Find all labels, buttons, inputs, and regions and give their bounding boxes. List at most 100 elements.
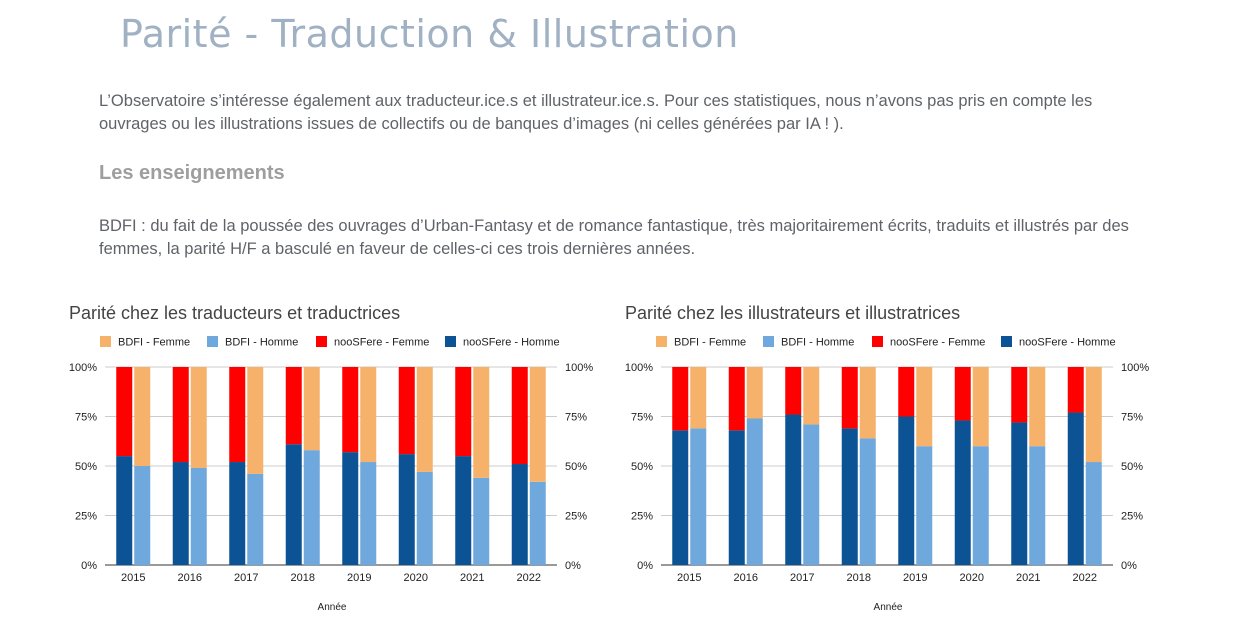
y-tick-label-right: 25% xyxy=(1121,511,1143,523)
legend-label: nooSFere - Homme xyxy=(463,337,560,349)
x-tick-label: 2021 xyxy=(460,572,484,584)
x-tick-label: 2022 xyxy=(1073,572,1097,584)
x-tick-label: 2015 xyxy=(121,572,145,584)
legend-swatch xyxy=(207,336,218,347)
illustrators-chart-svg: Parité chez les illustrateurs et illustr… xyxy=(625,303,1149,613)
y-tick-label-right: 50% xyxy=(1121,461,1143,473)
y-tick-label-left: 25% xyxy=(631,511,653,523)
bar-segment xyxy=(916,446,933,565)
x-tick-label: 2017 xyxy=(790,572,814,584)
y-tick-label-left: 25% xyxy=(75,511,97,523)
bar-segment xyxy=(247,367,264,474)
y-tick-label-left: 75% xyxy=(631,412,653,424)
bar-segment xyxy=(785,367,802,415)
bar-segment xyxy=(972,446,989,565)
bar-segment xyxy=(916,367,933,447)
bar-segment xyxy=(398,367,415,455)
bar-segment xyxy=(803,424,820,565)
bar-segment xyxy=(672,367,689,431)
x-tick-label: 2017 xyxy=(234,572,258,584)
lesson-paragraph: BDFI : du fait de la poussée des ouvrage… xyxy=(99,217,1129,258)
bar-segment xyxy=(285,367,302,445)
bar-segment xyxy=(473,477,490,565)
bar-segment xyxy=(1011,367,1028,423)
y-tick-label-left: 0% xyxy=(637,560,653,572)
bar-segment xyxy=(529,481,546,565)
bar-segment xyxy=(1067,367,1084,413)
bar-segment xyxy=(172,462,189,565)
x-tick-label: 2016 xyxy=(734,572,758,584)
bar-segment xyxy=(229,462,246,565)
y-tick-label-left: 50% xyxy=(631,461,653,473)
legend-swatch xyxy=(316,336,327,347)
legend-swatch xyxy=(445,336,456,347)
y-tick-label-right: 100% xyxy=(1121,362,1149,374)
x-tick-label: 2019 xyxy=(347,572,371,584)
bar-segment xyxy=(1029,446,1046,565)
x-tick-label: 2019 xyxy=(903,572,927,584)
legend-swatch xyxy=(656,336,667,347)
y-tick-label-right: 0% xyxy=(1121,560,1137,572)
x-tick-label: 2018 xyxy=(291,572,315,584)
section-heading: Les enseignements xyxy=(99,162,285,184)
illustrators-chart: Parité chez les illustrateurs et illustr… xyxy=(618,300,1178,619)
x-tick-label: 2022 xyxy=(517,572,541,584)
bar-segment xyxy=(672,430,689,565)
bar-segment xyxy=(285,444,302,565)
page-title: Parité - Traduction & Illustration xyxy=(120,12,739,56)
bar-segment xyxy=(172,367,189,463)
translators-chart: Parité chez les traducteurs et traductri… xyxy=(62,300,622,619)
bar-segment xyxy=(859,367,876,439)
translators-chart-svg: Parité chez les traducteurs et traductri… xyxy=(69,303,593,613)
x-tick-label: 2020 xyxy=(404,572,428,584)
y-tick-label-right: 100% xyxy=(565,362,593,374)
legend-label: nooSFere - Femme xyxy=(890,337,985,349)
legend-label: BDFI - Femme xyxy=(674,337,746,349)
bar-segment xyxy=(247,473,264,565)
bar-segment xyxy=(1067,412,1084,565)
bar-segment xyxy=(134,367,151,466)
y-tick-label-right: 75% xyxy=(1121,412,1143,424)
bar-segment xyxy=(972,367,989,447)
bar-segment xyxy=(416,471,433,565)
bar-segment xyxy=(1029,367,1046,447)
y-tick-label-left: 50% xyxy=(75,461,97,473)
y-tick-label-right: 75% xyxy=(565,412,587,424)
bar-segment xyxy=(190,367,207,468)
bar-segment xyxy=(229,367,246,463)
bar-segment xyxy=(728,367,745,431)
legend-swatch xyxy=(100,336,111,347)
bar-segment xyxy=(342,367,359,453)
y-tick-label-left: 100% xyxy=(69,362,97,374)
bar-segment xyxy=(190,467,207,565)
bar-segment xyxy=(134,466,151,565)
x-tick-label: 2018 xyxy=(847,572,871,584)
y-tick-label-left: 0% xyxy=(81,560,97,572)
bar-segment xyxy=(511,464,528,565)
bar-segment xyxy=(455,367,472,457)
chart-title: Parité chez les traducteurs et traductri… xyxy=(69,303,400,323)
bar-segment xyxy=(746,418,763,565)
bar-segment xyxy=(803,367,820,425)
bar-segment xyxy=(511,367,528,465)
bar-segment xyxy=(954,420,971,565)
bar-segment xyxy=(690,428,707,565)
bar-segment xyxy=(841,428,858,565)
x-axis-label: Année xyxy=(318,602,347,613)
bar-segment xyxy=(360,462,377,565)
bar-segment xyxy=(859,438,876,565)
bar-segment xyxy=(898,416,915,565)
x-tick-label: 2015 xyxy=(677,572,701,584)
bar-segment xyxy=(1085,462,1102,565)
bar-segment xyxy=(728,430,745,565)
bar-segment xyxy=(473,367,490,478)
bar-segment xyxy=(841,367,858,429)
y-tick-label-right: 25% xyxy=(565,511,587,523)
y-tick-label-left: 100% xyxy=(625,362,653,374)
bar-segment xyxy=(416,367,433,472)
y-tick-label-right: 0% xyxy=(565,560,581,572)
intro-paragraph: L’Observatoire s’intéresse également aux… xyxy=(99,92,1093,133)
legend-label: BDFI - Homme xyxy=(225,337,298,349)
bar-segment xyxy=(690,367,707,429)
x-tick-label: 2020 xyxy=(960,572,984,584)
